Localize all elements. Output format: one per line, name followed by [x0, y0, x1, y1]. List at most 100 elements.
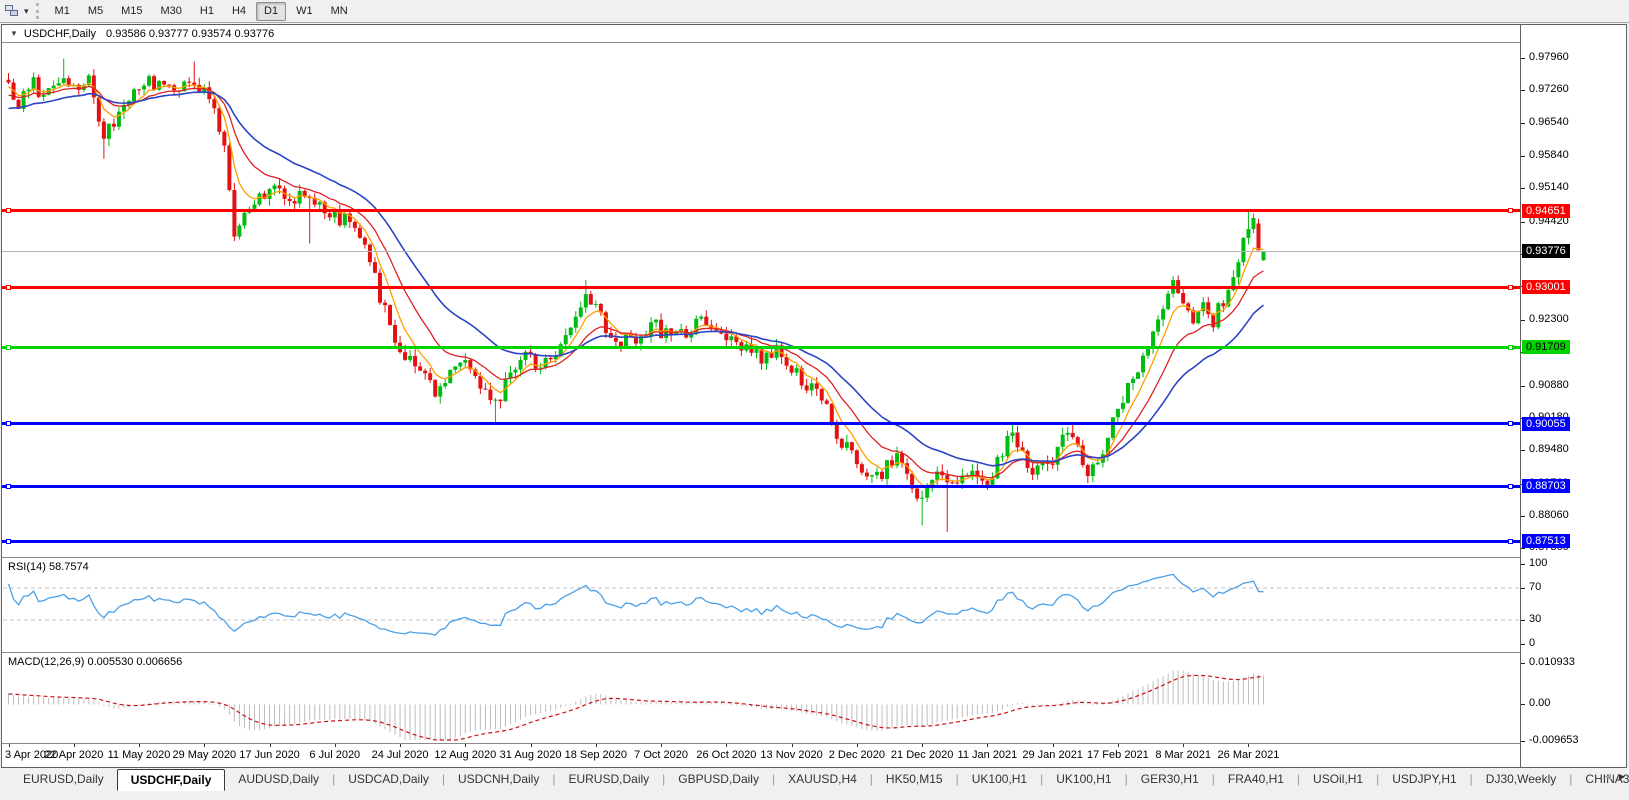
tab-separator: | [552, 772, 556, 786]
chart-ohlc-values: 0.93586 0.93777 0.93574 0.93776 [106, 27, 275, 40]
chart-tab[interactable]: CHINA300,H1 [1585, 772, 1629, 786]
timeframe-button-m1[interactable]: M1 [54, 4, 70, 17]
timeframe-button-m5[interactable]: M5 [87, 4, 104, 17]
collapse-arrow-icon[interactable]: ▼ [10, 29, 18, 38]
date-tick-label: 17 Feb 2021 [1087, 749, 1149, 761]
chevron-down-icon[interactable]: ▾ [24, 5, 29, 16]
price-level-tag: 0.93001 [1522, 280, 1570, 295]
hline-resistance[interactable] [2, 209, 1520, 213]
rsi-plot[interactable] [3, 558, 1519, 652]
hline-handle[interactable] [1508, 344, 1513, 350]
date-tick-label: 6 Jul 2020 [309, 749, 361, 761]
axis-tick-label: 0.95840 [1529, 148, 1569, 161]
hline-handle[interactable] [6, 208, 11, 214]
chart-tab[interactable]: USDCHF,Daily [116, 769, 226, 791]
chart-tab[interactable]: AUDUSD,Daily [238, 772, 320, 786]
hline-handle[interactable] [6, 284, 11, 290]
price-axis[interactable]: 0.94651 0.93001 0.91709 0.90055 0.88703 0.875… [1521, 25, 1626, 767]
tab-separator: | [441, 772, 445, 786]
price-level-tag: 0.90055 [1522, 416, 1570, 431]
tab-scroll-right-icon[interactable]: ▶ [1618, 772, 1625, 781]
top-toolbar: ▾ M1 M5 M15 M30 H1 H4 D1 W1 MN [0, 0, 1629, 23]
date-tick-label: 29 Jan 2021 [1022, 749, 1083, 761]
tab-scroll-left-icon[interactable]: ◀ [1604, 772, 1611, 781]
date-tick-label: 2 Dec 2020 [828, 749, 886, 761]
hline-handle[interactable] [6, 421, 11, 427]
hline-support[interactable] [2, 484, 1520, 488]
chart-tab[interactable]: EURUSD,Daily [568, 772, 650, 786]
chart-tab[interactable]: USDCNH,Daily [458, 772, 540, 786]
axis-tick-label: 0.96540 [1529, 116, 1569, 129]
chart-tab[interactable]: XAUUSD,H4 [788, 772, 857, 786]
date-tick-label: 31 Aug 2020 [499, 749, 562, 761]
hline-handle[interactable] [1508, 421, 1513, 427]
price-level-tag: 0.91709 [1522, 340, 1570, 355]
axis-tick-label: 0.97960 [1529, 50, 1569, 63]
tab-separator: | [1376, 772, 1380, 786]
timeframe-button-w1[interactable]: W1 [296, 4, 313, 17]
panel-splitter[interactable] [2, 557, 1626, 558]
chart-tab[interactable]: UK100,H1 [971, 772, 1028, 786]
chart-tab[interactable]: HK50,M15 [885, 772, 943, 786]
hline-resistance[interactable] [2, 285, 1520, 289]
timeframe-button-h4[interactable]: H4 [231, 4, 247, 17]
hline-handle[interactable] [1508, 208, 1513, 214]
chart-tab[interactable]: USDJPY,H1 [1392, 772, 1457, 786]
timeframe-button-m30[interactable]: M30 [160, 4, 182, 17]
axis-tick-label: 100 [1529, 557, 1548, 569]
tab-separator: | [955, 772, 959, 786]
chart-tab[interactable]: USDCAD,Daily [348, 772, 429, 786]
chart-tabs-bar: EURUSD,Daily USDCHF,Daily AUDUSD,Daily | USD… [0, 769, 1629, 795]
price-level-tag: 0.87513 [1522, 534, 1570, 549]
hline-handle[interactable] [6, 344, 11, 350]
price-chart-plot[interactable] [3, 44, 1519, 557]
hline-support[interactable] [2, 539, 1520, 543]
hline-handle[interactable] [1508, 538, 1513, 544]
hline-pivot[interactable] [2, 345, 1520, 349]
price-level-tag: 0.88703 [1522, 479, 1570, 494]
tab-separator: | [1124, 772, 1128, 786]
axis-tick-label: 0.90880 [1529, 378, 1569, 391]
date-tick-label: 7 Oct 2020 [634, 749, 689, 761]
date-tick-label: 8 Mar 2021 [1155, 749, 1211, 761]
time-axis[interactable]: 3 Apr 2020 22 Apr 2020 11 May 2020 29 May 2… [2, 744, 1520, 767]
date-tick-label: 3 Apr 2020 [5, 749, 59, 761]
chart-window: ▼ USDCHF,Daily 0.93586 0.93777 0.93574 0… [1, 24, 1627, 768]
tab-separator: | [869, 772, 873, 786]
macd-plot[interactable] [3, 653, 1519, 743]
chart-tab[interactable]: GER30,H1 [1140, 772, 1199, 786]
chart-tab[interactable]: EURUSD,Daily [23, 772, 104, 786]
timeframe-button-d1[interactable]: D1 [256, 1, 287, 21]
chart-tab[interactable]: GBPUSD,Daily [678, 772, 759, 786]
axis-tick-label: 0.00 [1529, 697, 1551, 710]
timeframe-button-mn[interactable]: MN [330, 4, 348, 17]
hline-handle[interactable] [6, 483, 11, 489]
toolbar-drag-handle[interactable] [35, 3, 39, 19]
hline-handle[interactable] [6, 538, 11, 544]
tab-separator: | [1469, 772, 1473, 786]
chart-symbol-label: USDCHF,Daily [23, 27, 97, 40]
hline-support[interactable] [2, 422, 1520, 426]
axis-tick-label: 0.97260 [1529, 83, 1569, 96]
date-tick-label: 22 Apr 2020 [44, 749, 104, 761]
date-tick-label: 17 Jun 2020 [239, 749, 300, 761]
chart-windows-icon[interactable] [4, 4, 22, 19]
hline-handle[interactable] [1508, 284, 1513, 290]
axis-tick-label: 70 [1529, 581, 1542, 593]
axis-tick-label: 0 [1529, 637, 1536, 649]
date-tick-label: 29 May 2020 [172, 749, 237, 761]
timeframe-button-h1[interactable]: H1 [199, 4, 214, 17]
hline-handle[interactable] [1508, 483, 1513, 489]
panel-splitter[interactable] [2, 652, 1626, 653]
tab-separator: | [1211, 772, 1215, 786]
current-price-tag: 0.93776 [1522, 244, 1570, 259]
date-tick-label: 11 May 2020 [107, 749, 171, 761]
tab-separator: | [771, 772, 776, 786]
chart-tab[interactable]: USOil,H1 [1313, 772, 1364, 786]
chart-tab[interactable]: UK100,H1 [1056, 772, 1112, 786]
timeframe-button-m15[interactable]: M15 [121, 4, 143, 17]
date-tick-label: 21 Dec 2020 [890, 749, 954, 761]
panel-splitter[interactable] [2, 743, 1626, 744]
chart-tab[interactable]: FRA40,H1 [1227, 772, 1284, 786]
chart-tab[interactable]: DJ30,Weekly [1485, 772, 1557, 786]
